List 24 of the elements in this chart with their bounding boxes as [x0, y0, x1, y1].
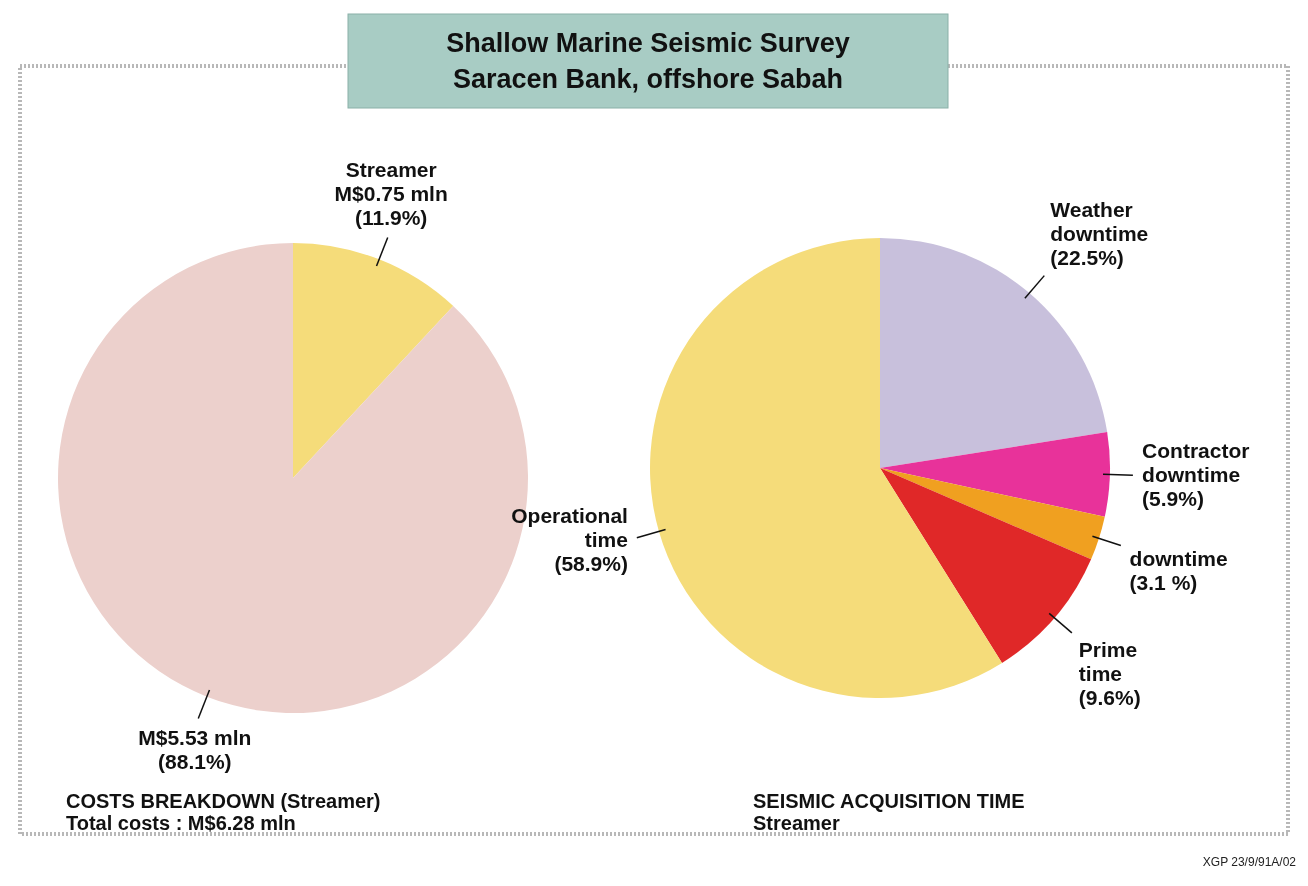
- slice-label: Prime time: [1078, 637, 1138, 685]
- text: Streamer: [753, 812, 840, 834]
- slice-label: Streamer: [345, 157, 437, 181]
- text: XGP 23/9/91A/02: [1202, 855, 1297, 869]
- pie-slice: [293, 243, 454, 478]
- slice-label: Contractor downtime: [1142, 439, 1250, 487]
- data-label: M$5.53 mln (88.1%): [138, 726, 252, 774]
- pie-slice: [650, 238, 1003, 698]
- data-label: (58.9%): [554, 552, 628, 576]
- text: SEISMIC ACQUISITION TIME: [753, 790, 1025, 812]
- pie-slice: [880, 432, 1110, 517]
- data-label: (9.6%): [1078, 685, 1141, 709]
- data-label: (5.9%): [1142, 487, 1204, 511]
- slice-label: Weather downtime: [1050, 197, 1149, 245]
- pie-slice: [880, 468, 1105, 560]
- data-label: (22.5%): [1050, 245, 1124, 269]
- text: COSTS BREAKDOWN (Streamer): [66, 790, 381, 812]
- text: Saracen Bank, offshore Sabah: [452, 64, 844, 94]
- slice-label: downtime: [1129, 547, 1228, 571]
- text: Total costs : M$6.28 mln: [66, 812, 296, 834]
- data-label: M$0.75 mln (11.9%): [334, 181, 448, 229]
- data-label: (3.1 %): [1129, 571, 1198, 595]
- text: Shallow Marine Seismic Survey: [446, 28, 850, 58]
- slice-label: Operational time: [511, 504, 628, 552]
